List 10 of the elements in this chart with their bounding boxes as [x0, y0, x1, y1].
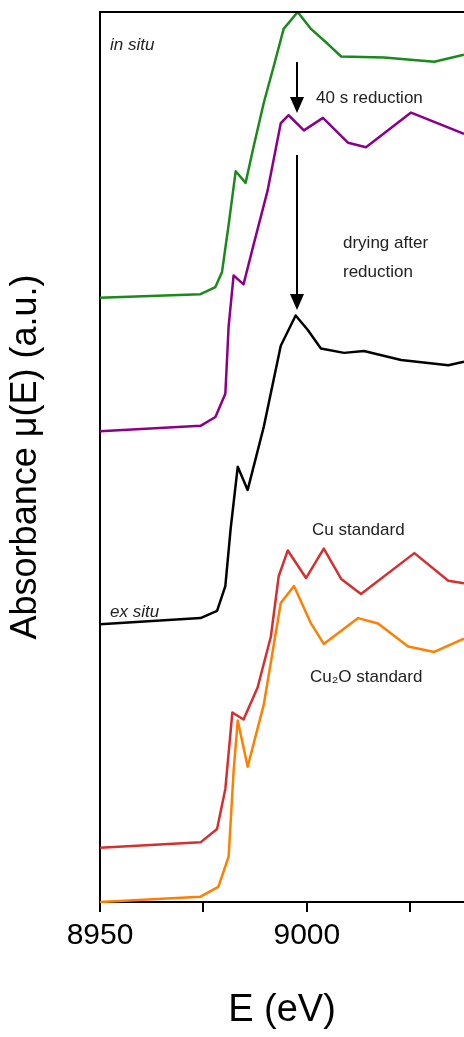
- y-axis-title: Absorbance μ(E) (a.u.): [2, 274, 44, 640]
- series-label: ex situ: [110, 601, 160, 621]
- annotation: 40 s reduction: [316, 87, 423, 107]
- series-label: Cu standard: [312, 519, 405, 539]
- x-axis-title: E (eV): [228, 986, 336, 1029]
- series-label: Cu₂O standard: [310, 666, 423, 686]
- x-tick-label: 9000: [273, 917, 341, 951]
- x-tick-label: 8950: [66, 917, 134, 951]
- annotation: drying after reduction: [343, 232, 429, 281]
- annotation: in situ: [110, 34, 155, 54]
